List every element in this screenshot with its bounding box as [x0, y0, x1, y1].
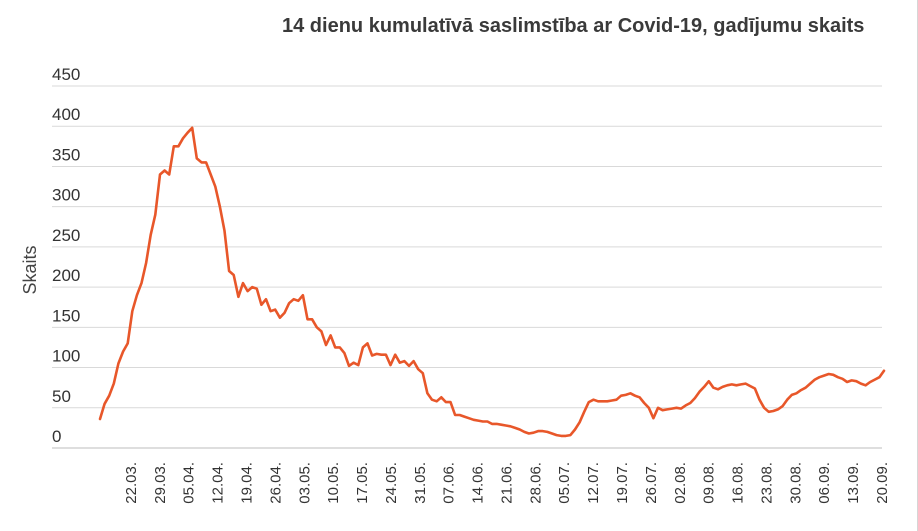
y-tick-label: 400	[52, 105, 80, 124]
x-tick-label: 31.05.	[412, 462, 429, 504]
y-tick-label: 350	[52, 145, 80, 164]
chart-title: 14 dienu kumulatīvā saslimstība ar Covid…	[282, 15, 865, 37]
x-tick-label: 19.07.	[614, 462, 631, 504]
x-tick-label: 23.08.	[758, 462, 775, 504]
x-tick-label: 07.06.	[441, 462, 458, 504]
x-tick-label: 05.07.	[556, 462, 573, 504]
y-tick-label: 150	[52, 306, 80, 325]
x-tick-label: 29.03.	[152, 462, 169, 504]
x-tick-label: 28.06.	[527, 462, 544, 504]
y-tick-label: 200	[52, 266, 80, 285]
x-tick-label: 03.05.	[296, 462, 313, 504]
y-axis-label: Skaits	[20, 245, 40, 294]
y-tick-label: 250	[52, 226, 80, 245]
x-tick-label: 06.09.	[816, 462, 833, 504]
y-tick-label: 50	[52, 387, 71, 406]
x-tick-label: 24.05.	[383, 462, 400, 504]
x-tick-label: 05.04.	[181, 462, 198, 504]
x-tick-label: 09.08.	[701, 462, 718, 504]
x-tick-label: 12.07.	[585, 462, 602, 504]
x-tick-label: 02.08.	[672, 462, 689, 504]
y-tick-label: 300	[52, 186, 80, 205]
x-tick-label: 26.04.	[267, 462, 284, 504]
x-tick-label: 22.03.	[123, 462, 140, 504]
y-tick-label: 0	[52, 427, 61, 446]
series-line	[98, 126, 886, 438]
x-tick-label: 20.09.	[874, 462, 891, 504]
x-tick-label: 14.06.	[470, 462, 487, 504]
x-tick-label: 26.07.	[643, 462, 660, 504]
x-tick-label: 10.05.	[325, 462, 342, 504]
x-tick-label: 12.04.	[210, 462, 227, 504]
y-tick-label: 450	[52, 65, 80, 84]
x-tick-label: 17.05.	[354, 462, 371, 504]
x-tick-label: 19.04.	[239, 462, 256, 504]
x-tick-label: 16.08.	[730, 462, 747, 504]
x-tick-label: 30.08.	[787, 462, 804, 504]
x-tick-label: 13.09.	[845, 462, 862, 504]
y-tick-label: 100	[52, 347, 80, 366]
x-tick-label: 21.06.	[498, 462, 515, 504]
